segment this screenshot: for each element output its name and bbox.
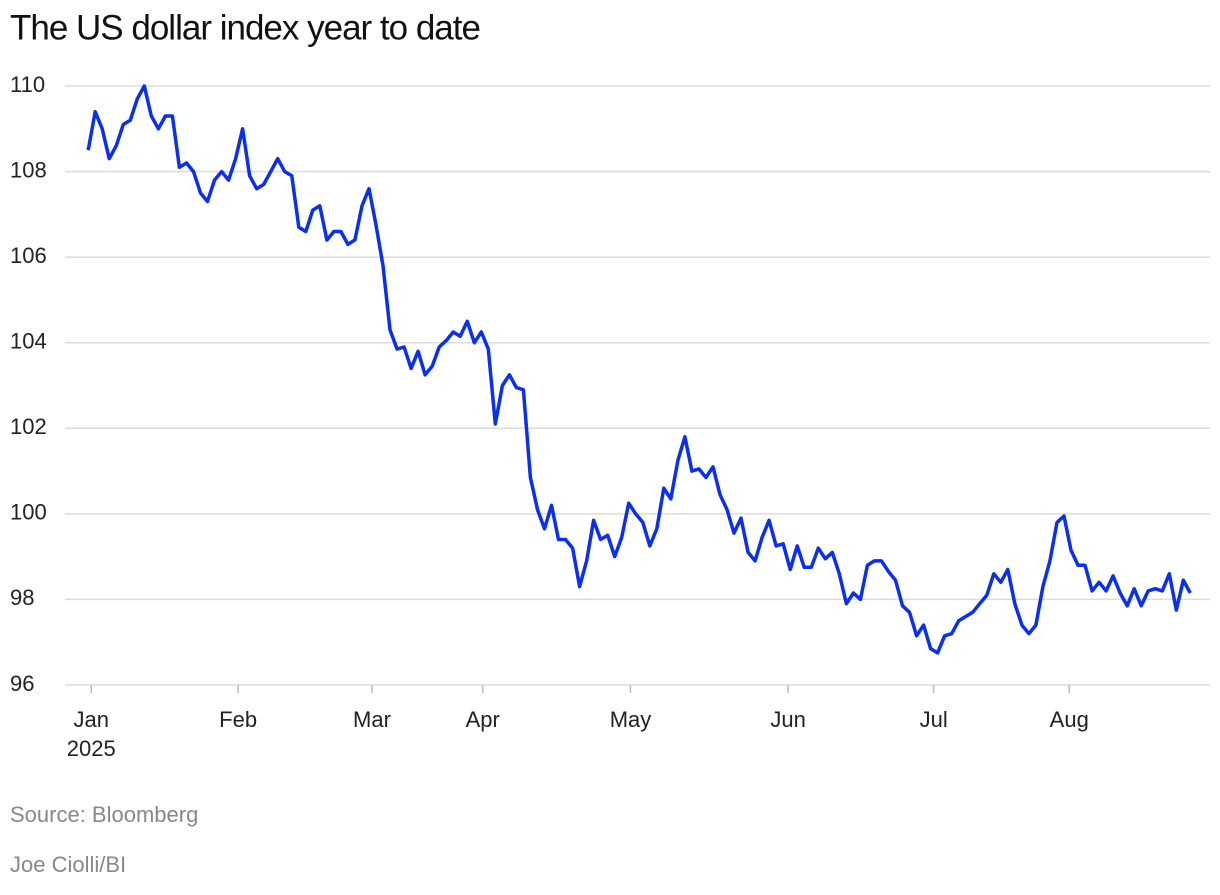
y-tick-label: 108 (10, 157, 47, 182)
y-tick-label: 98 (10, 585, 34, 610)
credit: Joe Ciolli/BI (10, 852, 126, 877)
y-tick-label: 110 (10, 72, 45, 97)
y-tick-label: 102 (10, 414, 47, 439)
y-tick-label: 96 (10, 671, 34, 696)
x-tick-label: Aug (1050, 707, 1089, 732)
source: Source: Bloomberg (10, 802, 198, 827)
x-tick-label: Feb (219, 707, 257, 732)
year-label: 2025 (67, 736, 116, 761)
y-tick-label: 106 (10, 243, 47, 268)
x-tick-label: May (610, 707, 652, 732)
x-tick-label: Jul (920, 707, 948, 732)
x-tick-label: Jan (74, 707, 109, 732)
y-tick-label: 104 (10, 329, 47, 354)
chart-title: The US dollar index year to date (10, 8, 480, 47)
series-line (86, 84, 1192, 655)
x-tick-label: Apr (466, 707, 500, 732)
x-tick-label: Mar (353, 707, 391, 732)
x-tick-label: Jun (770, 707, 805, 732)
y-tick-label: 100 (10, 500, 47, 525)
